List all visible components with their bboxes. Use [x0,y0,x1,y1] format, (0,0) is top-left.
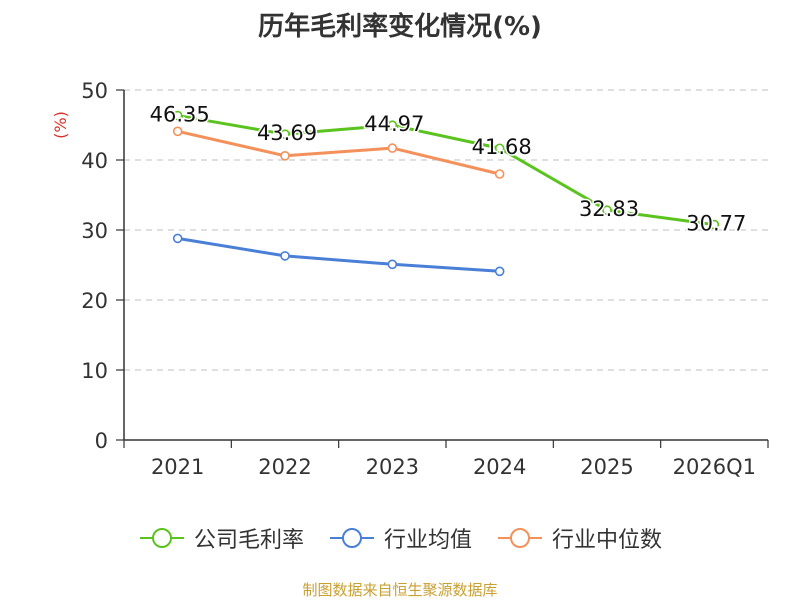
data-label: 44.97 [364,112,424,136]
legend: 公司毛利率 行业均值 行业中位数 [0,522,800,554]
series-line [177,129,501,176]
data-point [172,126,183,137]
series-line [177,236,500,273]
x-tick-label: 2026Q1 [673,455,756,479]
data-point [494,143,505,154]
data-label: 43.69 [257,121,317,145]
legend-item[interactable]: 行业均值 [328,522,472,554]
data-point [494,169,505,179]
legend-swatch-icon [498,528,542,548]
data-label: 46.35 [150,103,210,127]
data-point [280,251,290,261]
y-tick-label: 10 [81,359,108,383]
data-point [494,266,505,277]
chart-title: 历年毛利率变化情况(%) [258,12,542,42]
legend-label: 行业中位数 [552,528,663,553]
data-point [172,233,183,244]
x-tick-label: 2021 [151,455,204,479]
legend-swatch-icon [329,528,374,548]
data-point [387,259,398,270]
legend-label: 行业均值 [383,528,472,553]
legend-item[interactable]: 公司毛利率 [138,522,304,554]
y-tick-label: 40 [81,149,108,173]
y-axis-label: (%) [51,111,70,139]
data-point [602,205,612,215]
y-tick-label: 0 [95,429,108,453]
data-point [387,143,398,153]
x-tick-label: 2022 [258,455,311,479]
data-point [387,120,398,131]
data-point [709,219,720,230]
series-line [177,114,715,227]
x-tick-label: 2023 [366,455,419,479]
source-note: 制图数据来自恒生聚源数据库 [302,581,498,599]
x-tick-label: 2025 [580,455,633,479]
data-label: 32.83 [579,197,639,221]
legend-label: 公司毛利率 [193,528,304,553]
y-tick-label: 50 [81,79,108,103]
x-tick-label: 2024 [473,455,526,479]
data-point [172,110,183,121]
data-point [280,151,290,161]
y-tick-label: 30 [81,219,108,243]
y-tick-label: 20 [81,289,108,313]
legend-swatch-icon [139,528,184,548]
data-point [280,129,290,139]
data-label: 30.77 [686,212,746,236]
data-label: 41.68 [472,135,532,159]
legend-item[interactable]: 行业中位数 [496,522,662,554]
